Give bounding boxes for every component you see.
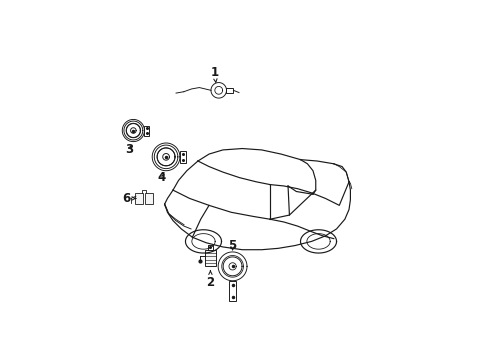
Bar [180, 150, 186, 163]
Text: 1: 1 [210, 66, 218, 82]
Bar [228, 281, 236, 301]
Bar [204, 250, 216, 266]
Text: 4: 4 [158, 171, 166, 184]
Bar [135, 193, 142, 204]
Text: 6: 6 [122, 192, 136, 205]
Bar [144, 126, 149, 135]
Text: 5: 5 [228, 239, 236, 252]
Text: 3: 3 [125, 143, 133, 157]
Bar [226, 88, 233, 93]
Bar [144, 193, 152, 204]
Text: 2: 2 [206, 271, 214, 289]
